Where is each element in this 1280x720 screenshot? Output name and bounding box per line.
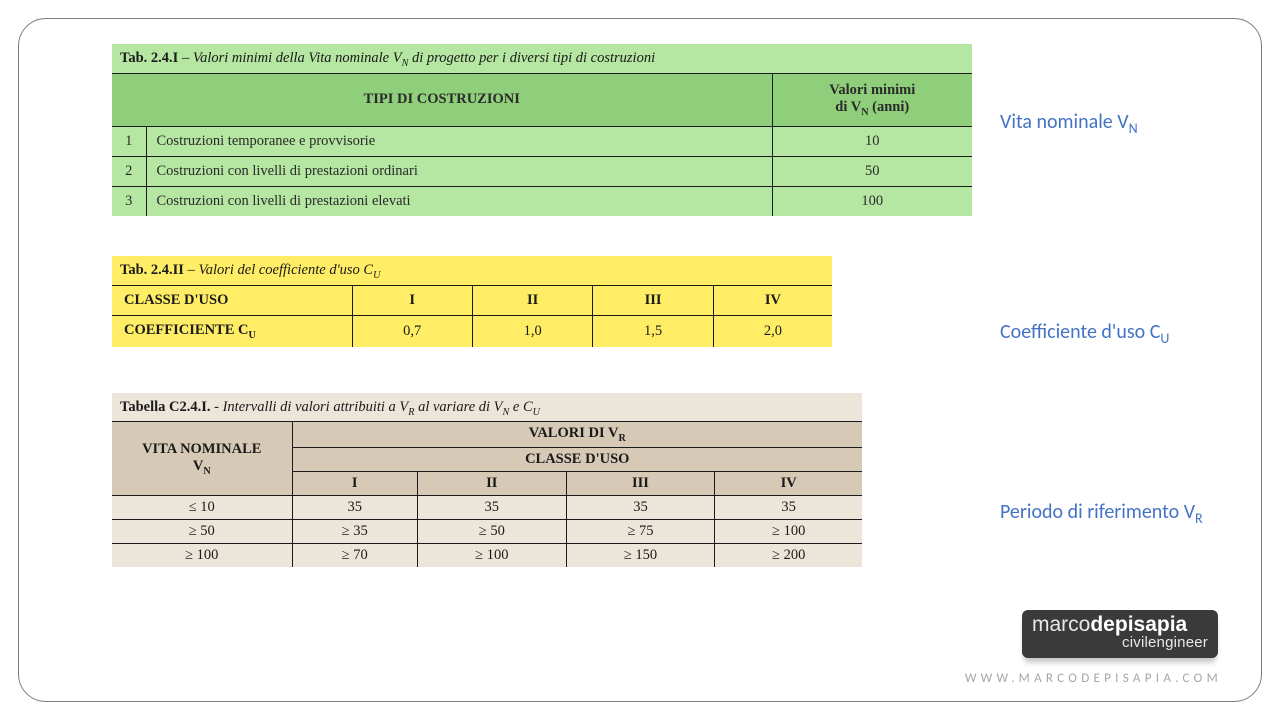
table3-super-header: VALORI DI VR (292, 422, 862, 448)
table3-corner: VITA NOMINALE VN (112, 422, 292, 496)
table1-caption-bold: Tab. 2.4.I (120, 50, 178, 66)
table2-caption: Tab. 2.4.II – Valori del coefficiente d'… (112, 256, 832, 285)
table2: CLASSE D'USO I II III IV COEFFICIENTE CU… (112, 285, 832, 347)
table1-row: 1 Costruzioni temporanee e provvisorie 1… (112, 126, 972, 156)
table1-col-valori: Valori minimi di VN (anni) (772, 73, 972, 126)
table3: VITA NOMINALE VN VALORI DI VR CLASSE D'U… (112, 421, 862, 567)
logo-badge: marcodepisapia civilengineer (1022, 610, 1218, 658)
table-periodo-riferimento: Tabella C2.4.I. - Intervalli di valori a… (112, 393, 862, 568)
table-vita-nominale: Tab. 2.4.I – Valori minimi della Vita no… (112, 44, 972, 216)
table3-row: ≤ 10 35 35 35 35 (112, 496, 862, 520)
table1-row: 3 Costruzioni con livelli di prestazioni… (112, 186, 972, 216)
table1: TIPI DI COSTRUZIONI Valori minimi di VN … (112, 73, 972, 216)
label-periodo-riferimento: Periodo di riferimento VR (1000, 500, 1260, 527)
table1-row: 2 Costruzioni con livelli di prestazioni… (112, 156, 972, 186)
label-vita-nominale: Vita nominale VN (1000, 110, 1260, 137)
table1-caption: Tab. 2.4.I – Valori minimi della Vita no… (112, 44, 972, 73)
main-content: Tab. 2.4.I – Valori minimi della Vita no… (112, 44, 972, 567)
table1-col-tipi: TIPI DI COSTRUZIONI (112, 73, 772, 126)
table2-row2-label: COEFFICIENTE CU (112, 315, 352, 346)
table3-caption: Tabella C2.4.I. - Intervalli di valori a… (112, 393, 862, 422)
table2-row1-label: CLASSE D'USO (112, 285, 352, 315)
table3-row: ≥ 100 ≥ 70 ≥ 100 ≥ 150 ≥ 200 (112, 544, 862, 568)
table-coefficiente-uso: Tab. 2.4.II – Valori del coefficiente d'… (112, 256, 832, 347)
footer-url: WWW.MARCODEPISAPIA.COM (965, 671, 1222, 686)
table3-row: ≥ 50 ≥ 35 ≥ 50 ≥ 75 ≥ 100 (112, 520, 862, 544)
table3-sub-header: CLASSE D'USO (292, 448, 862, 472)
label-coefficiente-uso: Coefficiente d'uso CU (1000, 320, 1260, 347)
